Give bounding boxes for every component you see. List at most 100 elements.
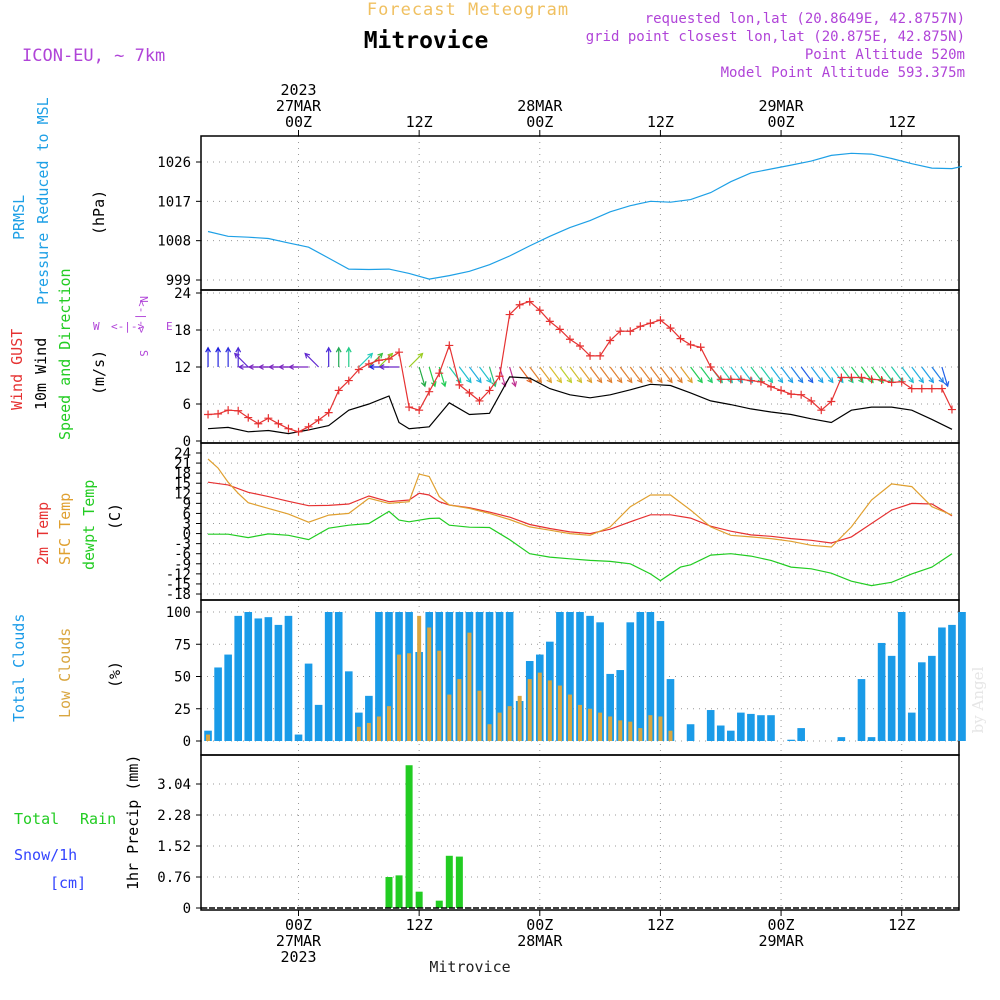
gust-marker (676, 334, 685, 343)
gust-marker (435, 369, 444, 378)
low-cloud-bar (457, 679, 462, 741)
wind-dir-label: Speed and Direction (56, 268, 74, 440)
wind-arrow-head (486, 377, 492, 384)
total-cloud-bar (636, 612, 645, 741)
total-cloud-bar (767, 715, 775, 741)
gust-marker (234, 406, 243, 415)
wind-speed-line (207, 376, 953, 435)
wind-arrow-head (556, 377, 563, 384)
rain-bar (455, 856, 463, 908)
wind-arrow (760, 366, 773, 383)
cloud-labels: Total Clouds Low Clouds (%) (10, 614, 124, 722)
wind-arrow (559, 366, 572, 383)
ytick-label: 6 (183, 397, 191, 413)
wind-arrow-head (626, 377, 633, 384)
total-cloud-bar (606, 673, 614, 741)
gust-marker (224, 406, 233, 415)
total-cloud-bar (375, 612, 383, 741)
wind-arrow (519, 366, 532, 383)
total-cloud-bar (264, 617, 273, 741)
gust-marker (716, 375, 725, 384)
total-cloud-bar (928, 655, 936, 741)
top-time-label: 12Z (888, 113, 915, 131)
wind-arrow (690, 366, 703, 383)
wind-arrow-head (616, 377, 623, 384)
tsfc-label: SFC Temp (56, 493, 74, 565)
gust-marker (867, 375, 876, 384)
rain-bar (435, 900, 443, 908)
footer-location: Mitrovice (429, 958, 510, 976)
total-cloud-bar (616, 670, 625, 741)
top-time-label: 00Z (285, 113, 312, 131)
pressure-unit-label: (hPa) (90, 190, 108, 235)
wind-arrow (931, 366, 944, 383)
low-cloud-bar (547, 680, 552, 741)
wind-arrow (468, 366, 482, 383)
total-cloud-bar (385, 612, 393, 741)
wind-arrow (549, 366, 562, 383)
wind-arrow-head (606, 377, 613, 384)
low-cloud-bar (598, 712, 603, 741)
low-cloud-bar (397, 654, 402, 741)
gust-marker (535, 306, 544, 315)
low-cloud-bar (578, 704, 582, 741)
total-cloud-bar (344, 671, 353, 741)
total-cloud-bar (626, 622, 635, 741)
wind-arrow-head (237, 364, 244, 370)
wind-arrow-head (767, 377, 774, 384)
total-cloud-bar (244, 612, 253, 741)
low-cloud-bar (487, 724, 492, 741)
gust-marker (384, 354, 393, 363)
wind-arrow-head (817, 377, 824, 384)
gust-marker (475, 396, 484, 405)
wind-arrow (458, 366, 472, 383)
total-cloud-bar (475, 612, 484, 741)
gust-marker (344, 376, 353, 385)
total-cloud-bar (837, 737, 846, 741)
total-cloud-bar (867, 737, 876, 741)
wind-arrow-head (807, 377, 814, 384)
total-cloud-bar (757, 715, 765, 741)
low-cloud-bar (517, 695, 522, 741)
gust-marker (777, 386, 786, 395)
gust-marker (465, 388, 474, 397)
grid-coords: grid point closest lon,lat (20.875E, 42.… (586, 29, 965, 45)
gust-marker (505, 310, 514, 319)
low-cloud-bar (638, 728, 643, 741)
gust-marker (877, 375, 886, 384)
wind-arrow (810, 366, 824, 383)
model-label: ICON-EU, ~ 7km (22, 46, 165, 66)
wind-arrow-head (466, 377, 472, 384)
gust-marker (254, 419, 263, 428)
gust-marker (736, 375, 745, 384)
top-time-label: 29MAR (758, 97, 804, 115)
low-cloud-bar (588, 708, 593, 741)
gust-marker (917, 384, 926, 393)
low-cloud-bar (386, 706, 391, 741)
wind-arrow-head (476, 377, 482, 384)
wind-arrow (770, 366, 784, 383)
gust-marker (907, 384, 916, 393)
total-cloud-bar (556, 612, 564, 741)
product-title: Forecast Meteogram (367, 0, 569, 20)
wind-arrow-head (647, 377, 653, 384)
snow-label: Snow/1h (14, 846, 77, 864)
gust-marker (555, 325, 564, 334)
low-cloud-bar (497, 712, 502, 741)
top-time-label: 28MAR (517, 97, 563, 115)
panel-frame (200, 135, 960, 291)
requested-coords: requested lon,lat (20.8649E, 42.8757N) (645, 11, 965, 27)
wind-arrow-head (368, 364, 375, 370)
wind-arrow (234, 353, 249, 368)
bottom-time-label: 00Z (768, 916, 795, 934)
total-cloud-bar (596, 622, 604, 741)
model-point-altitude: Model Point Altitude 593.375m (721, 65, 965, 81)
location-title: Mitrovice (364, 28, 489, 54)
bottom-time-label: 00Z (285, 916, 312, 934)
pressure-line (207, 152, 963, 280)
gust-marker (887, 378, 896, 387)
total-clouds-label: Total Clouds (10, 614, 28, 722)
wind-arrow-head (288, 364, 295, 370)
total-cloud-bar (485, 612, 494, 741)
total-cloud-bar (958, 612, 966, 741)
